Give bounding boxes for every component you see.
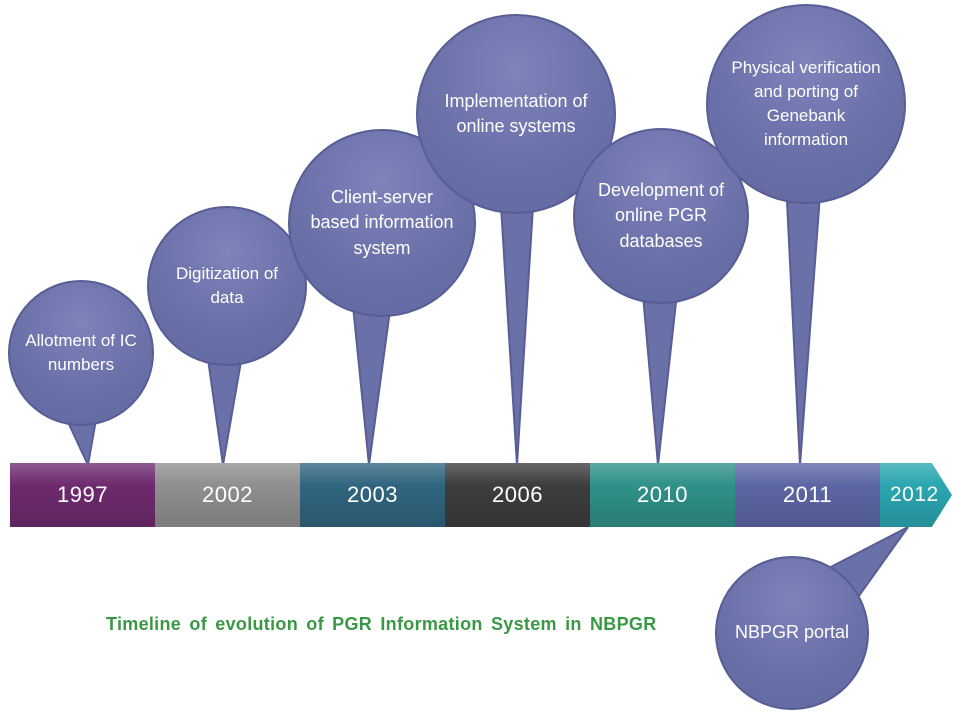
balloon-development-pgr-databases: Development of online PGR databases <box>573 128 749 304</box>
balloon-physical-verification-genebank: Physical verification and porting of Gen… <box>706 4 906 204</box>
timeline-segment-2012-arrow: 2012 <box>880 463 952 527</box>
slide-caption: Timeline of evolution of PGR Information… <box>106 614 657 634</box>
year-label: 1997 <box>57 482 108 507</box>
year-label: 2002 <box>202 482 253 507</box>
year-label: 2012 <box>890 483 939 506</box>
balloon-tail <box>498 189 536 466</box>
timeline-segment-2006: 2006 <box>445 463 590 527</box>
balloon-tail <box>350 294 393 466</box>
balloon-text: Allotment of IC numbers <box>25 331 137 374</box>
balloon-allotment-ic-numbers: Allotment of IC numbers <box>8 280 154 426</box>
balloon-text: Implementation of online systems <box>444 90 588 136</box>
balloon-text: NBPGR portal <box>734 622 850 643</box>
balloon-text: Client-server based information system <box>310 187 454 258</box>
year-label: 2006 <box>492 482 543 507</box>
balloon-tail <box>784 180 823 466</box>
timeline-segment-2010: 2010 <box>590 463 735 527</box>
timeline-bar: 1997 2002 2003 2006 2010 2011 2012 <box>10 463 952 527</box>
timeline-segment-2003: 2003 <box>300 463 445 527</box>
balloon-nbpgr-portal: NBPGR portal <box>715 556 869 710</box>
year-label: 2010 <box>637 482 688 507</box>
year-label: 2003 <box>347 482 398 507</box>
balloon-text: Physical verification and porting of Gen… <box>731 58 881 149</box>
timeline-segment-2002: 2002 <box>155 463 300 527</box>
balloon-tail <box>640 283 680 466</box>
balloon-text: Digitization of data <box>175 264 279 307</box>
year-label: 2011 <box>782 482 833 507</box>
balloon-digitization-of-data: Digitization of data <box>147 206 307 366</box>
timeline-segment-2011: 2011 <box>735 463 880 527</box>
timeline-segment-1997: 1997 <box>10 463 155 527</box>
balloon-text: Development of online PGR databases <box>597 180 725 251</box>
